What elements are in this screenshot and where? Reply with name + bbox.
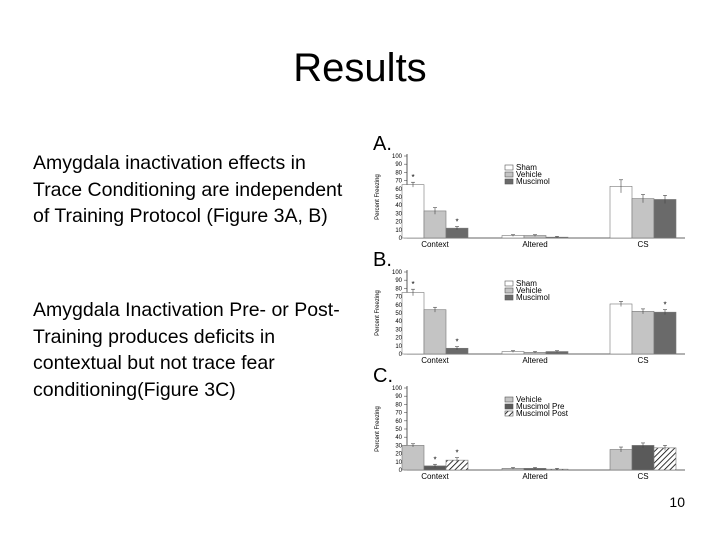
bar — [423, 210, 447, 239]
y-tick-label: 60 — [395, 187, 402, 193]
legend-label: Vehicle — [516, 286, 542, 295]
y-tick-label: 0 — [399, 236, 403, 242]
chart-panel-c: C. Percent Freezing 0 10 20 30 40 50 60 70 80 90 100… — [373, 365, 685, 480]
y-tick-label: 50 — [395, 195, 402, 201]
bar — [653, 311, 677, 355]
chart-panel-b: B. Percent Freezing 0 10 20 30 40 50 60 70 80 90 100… — [373, 249, 685, 365]
y-tick-label: 100 — [392, 270, 403, 276]
y-tick-label: 20 — [395, 336, 402, 342]
legend-swatch — [504, 410, 514, 417]
figure-3-bar-charts: A.Percent Freezing0102030405060708090100… — [373, 133, 685, 480]
x-category-label: Altered — [522, 356, 547, 365]
legend-swatch — [504, 178, 514, 185]
legend-label: Muscimol Pre — [516, 402, 565, 411]
x-category-label: CS — [637, 240, 648, 249]
y-tick-label: 70 — [395, 411, 402, 417]
bar — [401, 445, 425, 471]
y-tick-label: 90 — [395, 162, 402, 168]
legend-label: Sham — [516, 279, 537, 288]
x-category-label: CS — [637, 356, 648, 365]
y-tick-label: 10 — [395, 344, 402, 350]
x-category-label: Context — [421, 472, 449, 480]
y-tick-label: 70 — [395, 295, 402, 301]
y-tick-label: 40 — [395, 319, 402, 325]
bar — [423, 309, 447, 355]
bullet-paragraph-1: Amygdala inactivation effects in Trace C… — [33, 152, 343, 227]
y-tick-label: 80 — [395, 402, 402, 408]
bar — [401, 292, 425, 355]
y-axis-label: Percent Freezing — [375, 406, 381, 452]
y-tick-label: 40 — [395, 203, 402, 209]
y-tick-label: 80 — [395, 286, 402, 292]
x-category-label: Altered — [522, 240, 547, 249]
panel-label: C. — [373, 365, 393, 387]
y-tick-label: 100 — [392, 386, 403, 392]
legend-swatch — [504, 280, 514, 287]
panel-label: A. — [373, 133, 392, 155]
significance-marker: * — [663, 301, 666, 310]
legend-label: Muscimol — [516, 293, 550, 302]
bar — [631, 311, 655, 355]
y-tick-label: 40 — [395, 435, 402, 441]
x-category-label: Context — [421, 240, 449, 249]
y-axis-label: Percent Freezing — [375, 174, 381, 220]
significance-marker: * — [433, 455, 436, 464]
bar — [609, 449, 633, 471]
bar — [653, 447, 677, 471]
y-tick-label: 0 — [399, 352, 403, 358]
legend-label: Vehicle — [516, 170, 542, 179]
y-tick-label: 60 — [395, 303, 402, 309]
y-tick-label: 20 — [395, 220, 402, 226]
bullet-paragraph-2: Amygdala Inactivation Pre- or Post-Train… — [33, 299, 340, 401]
x-category-label: Altered — [522, 472, 547, 480]
significance-marker: * — [411, 280, 414, 289]
y-tick-label: 20 — [395, 452, 402, 458]
slide-title: Results — [293, 46, 427, 90]
y-tick-label: 90 — [395, 278, 402, 284]
y-tick-label: 100 — [392, 154, 403, 160]
bar — [631, 198, 655, 239]
significance-marker: * — [455, 338, 458, 347]
y-tick-label: 10 — [395, 228, 402, 234]
legend-swatch — [504, 294, 514, 301]
y-tick-label: 70 — [395, 179, 402, 185]
bar — [401, 184, 425, 239]
legend-label: Muscimol Post — [516, 409, 569, 418]
page-number: 10 — [669, 494, 685, 510]
bar — [631, 445, 655, 471]
legend-label: Vehicle — [516, 395, 542, 404]
significance-marker: * — [455, 449, 458, 458]
y-tick-label: 50 — [395, 427, 402, 433]
x-category-label: Context — [421, 356, 449, 365]
significance-marker: * — [455, 218, 458, 227]
y-tick-label: 90 — [395, 394, 402, 400]
bar — [609, 186, 633, 239]
y-axis-label: Percent Freezing — [375, 290, 381, 336]
legend-swatch — [504, 287, 514, 294]
y-tick-label: 60 — [395, 419, 402, 425]
y-tick-label: 30 — [395, 327, 402, 333]
y-tick-label: 30 — [395, 443, 402, 449]
significance-marker: * — [411, 173, 414, 182]
y-tick-label: 30 — [395, 211, 402, 217]
y-tick-label: 10 — [395, 460, 402, 466]
y-tick-label: 0 — [399, 468, 403, 474]
legend-swatch — [504, 396, 514, 403]
legend-label: Sham — [516, 163, 537, 172]
legend-swatch — [504, 171, 514, 178]
legend-swatch — [504, 403, 514, 410]
x-category-label: CS — [637, 472, 648, 480]
panel-label: B. — [373, 249, 392, 271]
y-tick-label: 80 — [395, 170, 402, 176]
legend-swatch — [504, 164, 514, 171]
y-tick-label: 50 — [395, 311, 402, 317]
bar — [609, 303, 633, 355]
chart-panel-a: A. Percent Freezing 0 10 20 30 40 50 60 70 80 90 100… — [373, 133, 685, 249]
legend-label: Muscimol — [516, 177, 550, 186]
bar — [653, 199, 677, 239]
